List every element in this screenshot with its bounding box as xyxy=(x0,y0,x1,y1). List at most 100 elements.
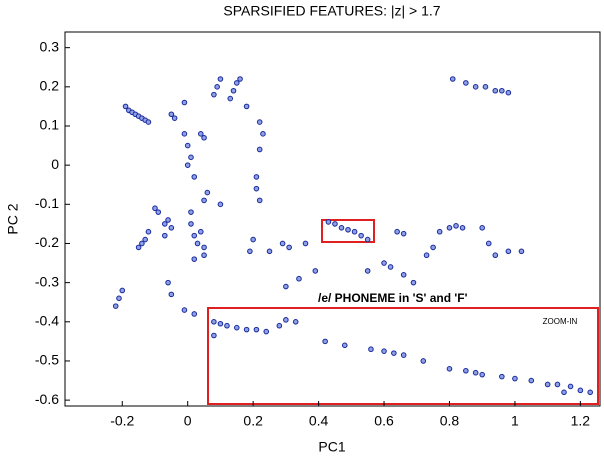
point xyxy=(479,225,486,231)
point xyxy=(410,279,417,286)
point xyxy=(201,244,207,251)
point xyxy=(512,375,518,382)
point xyxy=(197,228,204,235)
point xyxy=(253,185,260,192)
point xyxy=(260,131,266,137)
y-tick-label: -0.3 xyxy=(35,273,59,289)
point xyxy=(446,225,453,231)
point xyxy=(492,252,499,259)
point xyxy=(197,131,204,137)
point xyxy=(139,240,145,247)
point xyxy=(256,146,263,153)
point xyxy=(191,256,198,262)
point xyxy=(230,87,237,94)
point xyxy=(250,236,256,243)
point xyxy=(253,174,260,180)
point xyxy=(430,244,436,251)
x-tick-label: 0 xyxy=(184,413,192,429)
point xyxy=(391,350,397,356)
point xyxy=(194,240,201,247)
point xyxy=(217,320,224,327)
annotation: ZOOM-IN xyxy=(543,317,578,326)
x-tick-label: 1 xyxy=(511,413,519,429)
point xyxy=(345,226,351,233)
point xyxy=(312,268,319,274)
highlight-box xyxy=(321,219,375,243)
point xyxy=(276,322,283,329)
point xyxy=(420,358,427,364)
point xyxy=(436,228,443,235)
point xyxy=(155,209,162,215)
point xyxy=(201,252,207,259)
point xyxy=(201,134,207,141)
point xyxy=(358,232,364,239)
point xyxy=(286,244,292,251)
point xyxy=(492,87,499,94)
point xyxy=(459,225,466,231)
point xyxy=(181,307,188,313)
point xyxy=(165,217,171,223)
point xyxy=(544,381,551,388)
point xyxy=(499,373,505,380)
point xyxy=(237,76,243,82)
point xyxy=(400,272,407,278)
y-tick-label: -0.2 xyxy=(35,234,59,250)
y-tick-label: 0 xyxy=(51,156,59,172)
x-tick-label: 0.8 xyxy=(440,413,460,429)
point xyxy=(283,283,289,290)
x-tick-label: -0.2 xyxy=(110,413,134,429)
point xyxy=(188,209,194,215)
x-tick-label: 0.2 xyxy=(243,413,263,429)
point xyxy=(296,275,302,282)
point xyxy=(204,189,211,196)
point xyxy=(322,338,328,345)
point xyxy=(292,319,299,325)
point xyxy=(528,377,535,384)
point xyxy=(505,89,512,96)
point xyxy=(505,248,512,255)
point xyxy=(381,260,387,266)
point xyxy=(162,232,168,239)
point xyxy=(162,221,168,227)
point xyxy=(142,236,148,243)
point xyxy=(122,103,129,110)
point xyxy=(256,119,263,125)
y-tick-label: 0.3 xyxy=(40,38,60,54)
point xyxy=(119,287,126,294)
x-tick-label: 0.6 xyxy=(374,413,394,429)
point xyxy=(233,324,240,331)
point xyxy=(181,131,188,137)
point xyxy=(283,317,289,323)
point xyxy=(381,348,387,354)
y-tick-label: 0.2 xyxy=(40,78,60,94)
plot-frame xyxy=(64,31,601,407)
y-axis-label: PC 2 xyxy=(5,203,21,234)
point xyxy=(485,240,492,247)
point xyxy=(211,332,217,339)
point xyxy=(171,115,178,121)
point xyxy=(201,197,207,204)
point xyxy=(453,223,459,229)
point xyxy=(463,80,469,86)
point xyxy=(479,371,486,378)
point xyxy=(567,383,574,390)
point xyxy=(368,346,374,353)
point xyxy=(266,248,273,255)
point xyxy=(463,367,469,374)
point xyxy=(233,80,240,86)
point xyxy=(518,248,525,255)
point xyxy=(279,240,286,247)
point xyxy=(499,87,505,94)
point xyxy=(302,240,309,247)
point xyxy=(181,99,188,106)
point xyxy=(191,174,198,180)
x-axis-label: PC1 xyxy=(318,439,345,455)
point xyxy=(191,232,198,239)
point xyxy=(482,84,489,90)
point xyxy=(587,389,593,396)
point xyxy=(188,154,194,161)
point xyxy=(168,225,175,231)
point xyxy=(247,248,253,255)
point xyxy=(145,119,152,125)
